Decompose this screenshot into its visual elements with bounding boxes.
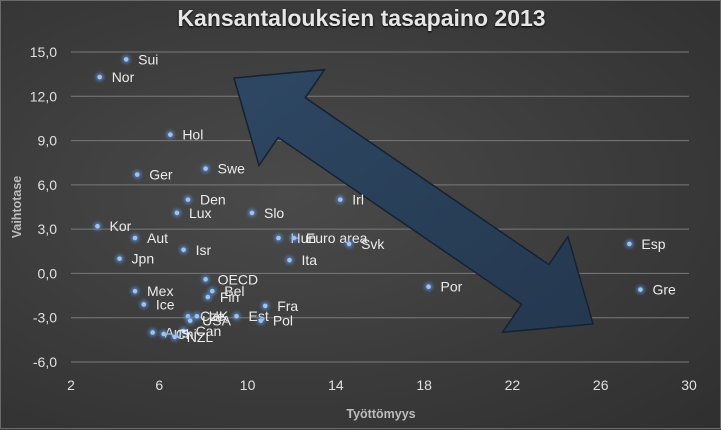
chart-title: Kansantalouksien tasapaino 2013: [177, 5, 546, 31]
data-point-label: Por: [441, 279, 463, 295]
data-point: [168, 132, 173, 137]
data-point: [291, 235, 297, 241]
data-point-label: UK: [209, 308, 229, 324]
tick-labels: 15,012,09,06,03,00,0-3,0-6,02 6 10 14 18 22 26…: [30, 44, 697, 393]
y-tick-label: 12,0: [30, 88, 57, 104]
data-point-label: Hun: [290, 230, 316, 246]
data-point: [258, 318, 264, 323]
x-tick-label: 22: [505, 377, 521, 393]
data-point: [276, 235, 281, 241]
data-point-label: NZL: [187, 329, 214, 345]
data-point: [117, 256, 122, 261]
data-point-label: Bel: [224, 283, 244, 299]
data-point: [132, 288, 138, 294]
data-point-label: Nor: [112, 69, 135, 85]
data-point-label: USA: [202, 313, 231, 329]
data-point: [187, 318, 193, 323]
data-point-label: Ger: [149, 167, 173, 183]
data-point: [203, 277, 208, 282]
arrow-shape: [233, 68, 594, 334]
x-tick-label: 6: [155, 377, 163, 393]
data-point-label: Euro area: [306, 230, 368, 246]
data-point: [123, 57, 129, 62]
x-tick-label: 2: [67, 377, 75, 393]
data-point-label: Hol: [182, 127, 203, 143]
data-point: [426, 284, 431, 290]
data-point-label: OECD: [218, 271, 258, 287]
data-point: [132, 235, 138, 241]
data-point-label: Jpn: [132, 251, 155, 267]
x-axis-title: Työttömyys: [346, 407, 415, 421]
data-point: [95, 223, 100, 229]
data-point-label: Den: [200, 192, 226, 208]
data-point: [346, 241, 352, 247]
data-point-label: Isr: [196, 242, 212, 258]
data-point: [172, 334, 178, 340]
data-point-label: Gre: [652, 282, 676, 298]
data-point-label: Kor: [109, 218, 131, 234]
data-point-label: Cze: [200, 308, 225, 324]
y-tick-label: 9,0: [38, 133, 58, 149]
data-point: [150, 330, 155, 335]
data-point-label: Fin: [220, 289, 239, 305]
data-point: [205, 294, 211, 300]
data-point: [181, 247, 186, 253]
data-point: [249, 210, 255, 216]
data-point: [638, 287, 643, 292]
data-point: [174, 210, 180, 216]
data-point: [181, 328, 186, 334]
y-tick-label: -6,0: [33, 354, 57, 370]
data-point-label: Esp: [641, 236, 665, 252]
data-point: [209, 288, 215, 294]
data-point: [185, 197, 191, 202]
data-point: [194, 313, 200, 319]
x-tick-label: 26: [593, 377, 609, 393]
y-tick-label: 6,0: [38, 177, 58, 193]
data-point: [161, 331, 166, 337]
data-point: [203, 166, 208, 171]
data-point: [627, 241, 632, 247]
data-point-label: Ita: [302, 252, 318, 268]
data-point-label: Can: [196, 323, 222, 339]
data-point-label: Pol: [273, 313, 293, 329]
data-point-label: Mex: [147, 283, 173, 299]
x-tick-label: 10: [240, 377, 256, 393]
x-tick-label: 30: [681, 377, 697, 393]
data-point: [287, 257, 292, 263]
data-point-label: Slo: [264, 205, 284, 221]
data-point-label: Fra: [277, 298, 298, 314]
data-point-label: Sui: [138, 51, 158, 67]
data-point-label: Irl: [352, 192, 364, 208]
data-point: [134, 172, 140, 177]
data-point-label: Swe: [218, 161, 245, 177]
double-arrow: [233, 68, 594, 334]
y-tick-label: 15,0: [30, 44, 57, 60]
y-tick-label: -3,0: [33, 310, 57, 326]
data-point: [234, 313, 239, 319]
data-point-label: Svk: [361, 236, 385, 252]
data-point-label: Lux: [189, 205, 212, 221]
data-point: [262, 303, 268, 309]
y-axis-title: Vaihtotase: [10, 176, 24, 239]
data-point: [337, 197, 343, 202]
x-tick-label: 18: [416, 377, 432, 393]
data-point: [97, 74, 102, 80]
x-tick-label: 14: [328, 377, 344, 393]
data-point-label: Chi: [176, 326, 197, 342]
data-point: [141, 302, 147, 307]
y-tick-label: 0,0: [38, 265, 58, 281]
data-point-label: Aut: [147, 230, 168, 246]
data-point-label: Ice: [156, 296, 175, 312]
y-tick-label: 3,0: [38, 221, 58, 237]
